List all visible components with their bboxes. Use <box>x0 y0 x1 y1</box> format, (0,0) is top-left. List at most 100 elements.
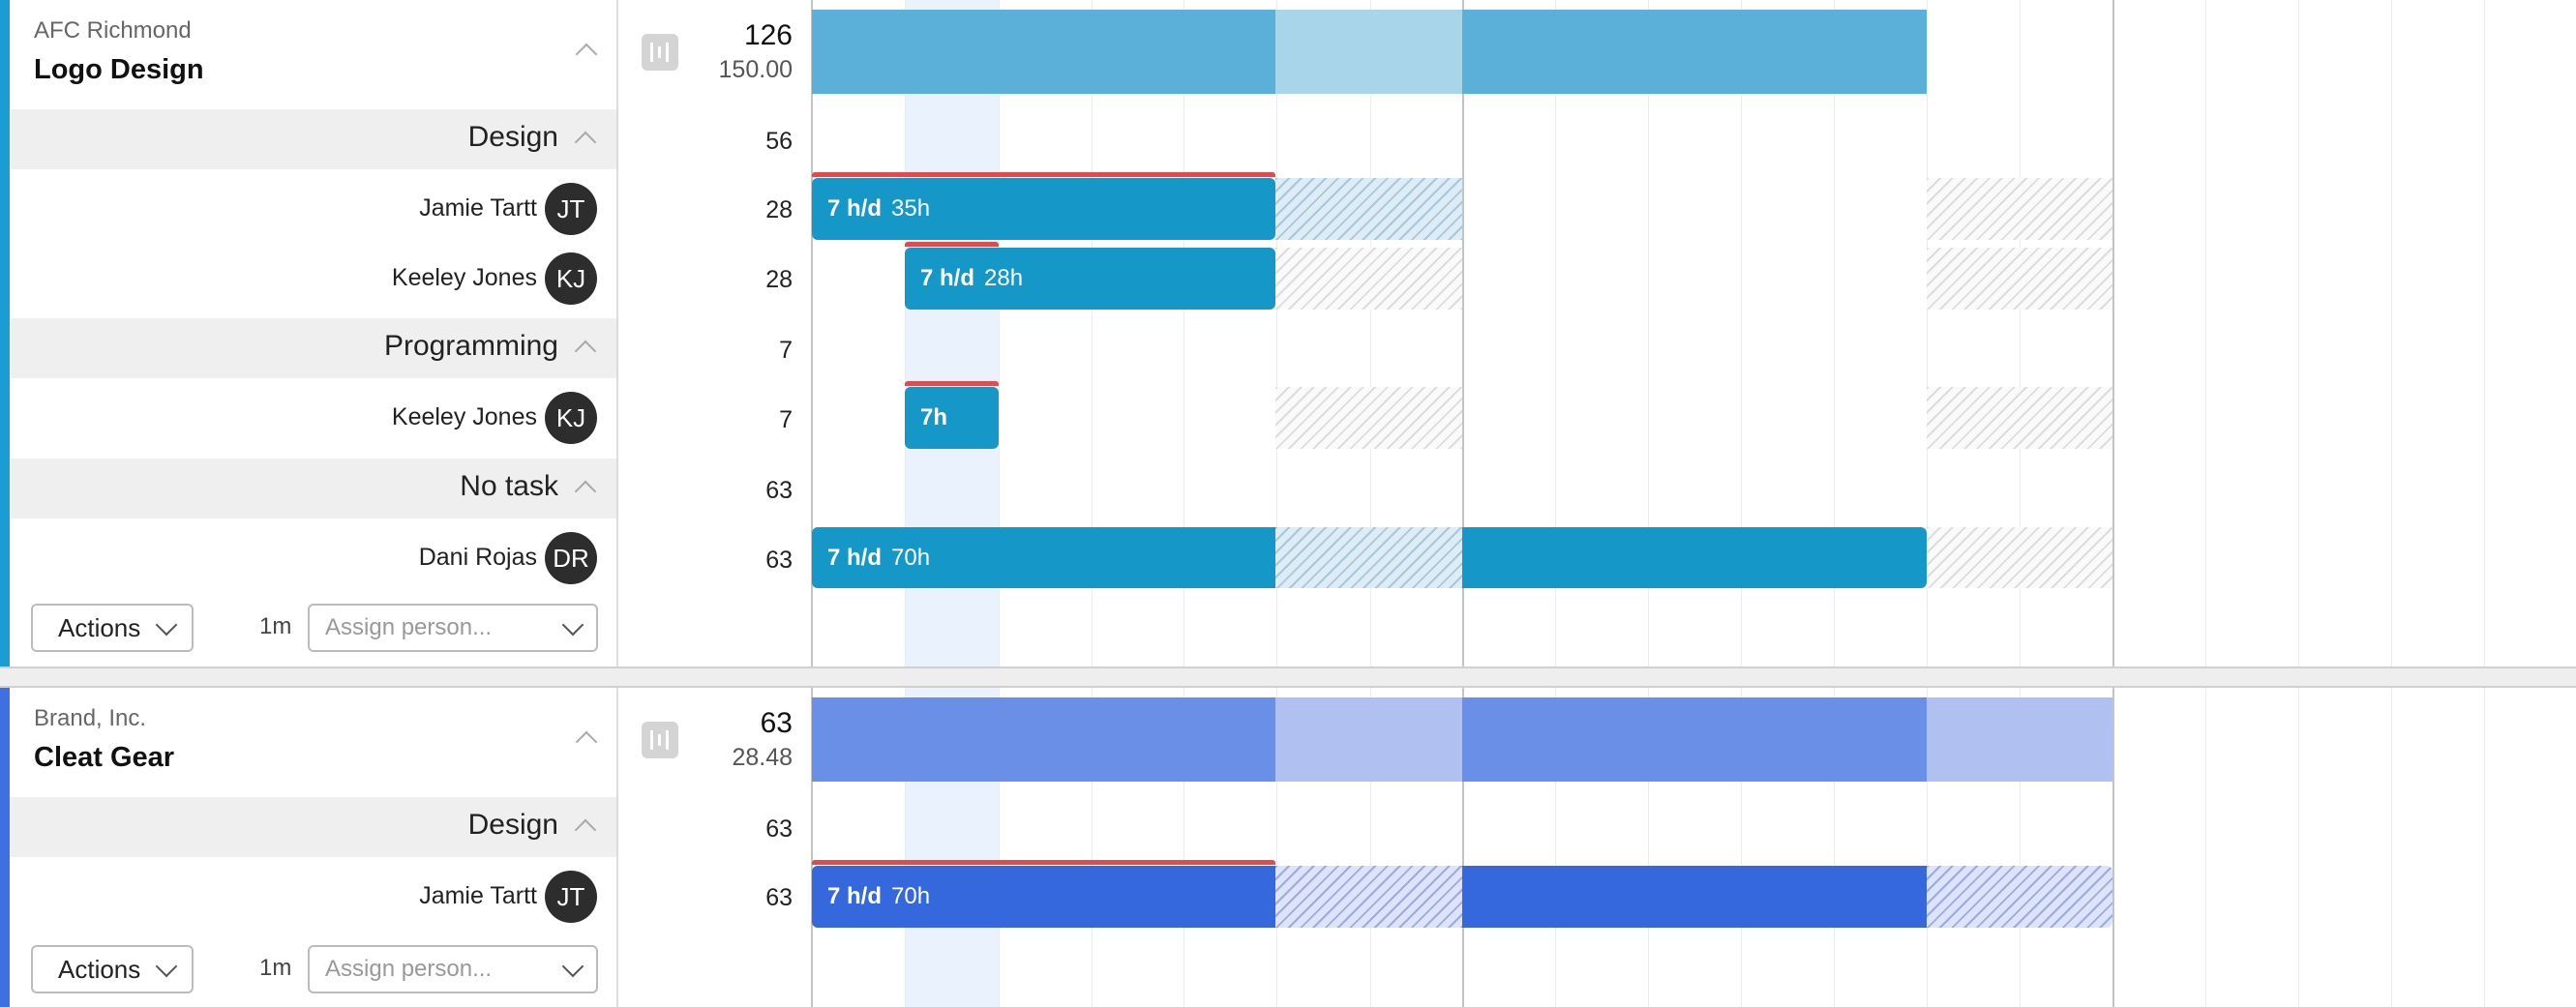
grid-line <box>1183 688 1184 1007</box>
chevron-down-icon <box>561 955 584 978</box>
grid-line <box>1741 688 1742 1007</box>
person-hours: 7 <box>779 406 793 433</box>
project-name[interactable]: Logo Design <box>34 54 204 85</box>
allocation-bar-continued[interactable] <box>1462 527 1927 588</box>
grid-line <box>1276 688 1277 1007</box>
collapse-project-chevron-icon[interactable] <box>575 730 598 754</box>
allocation-bar[interactable]: 7 h/d 35h <box>812 178 1275 240</box>
grid-line <box>905 688 906 1007</box>
grid-line <box>1555 0 1556 666</box>
grid-line <box>1927 688 1928 1007</box>
avatar: DR <box>545 532 597 584</box>
weekend-hatch <box>1275 248 1462 310</box>
grid-line <box>905 0 906 666</box>
person-name: Keeley Jones <box>391 403 537 430</box>
project-cleat-gear: Brand, Inc. Cleat Gear Design Jamie Tart… <box>0 688 2576 1007</box>
person-row-keeley-jones[interactable]: Keeley Jones KJ <box>10 245 616 312</box>
project-total-hours: 126 <box>743 19 793 51</box>
bar-total: 70h <box>891 545 931 571</box>
bar-rate: 7 h/d <box>920 265 975 291</box>
collapse-task-chevron-icon[interactable] <box>574 818 597 842</box>
task-name: Programming <box>383 330 558 362</box>
grid-line <box>1092 688 1093 1007</box>
project-summary-bar <box>1462 10 1927 94</box>
week-line <box>1462 688 1464 1007</box>
actions-button[interactable]: Actions <box>31 604 194 652</box>
avatar: JT <box>545 871 597 923</box>
allocation-bar[interactable]: 7 h/d 28h <box>905 248 1275 310</box>
person-row-dani-rojas[interactable]: Dani Rojas DR <box>10 524 616 592</box>
duration-label: 1m <box>259 613 292 639</box>
chevron-down-icon <box>155 613 178 637</box>
grid-line <box>811 688 813 1007</box>
project-summary-bar-weekend <box>1927 697 2112 782</box>
collapse-project-chevron-icon[interactable] <box>575 43 598 66</box>
allocation-bar-continued[interactable] <box>1462 866 1927 928</box>
grid-line <box>1555 688 1556 1007</box>
person-hours: 28 <box>765 266 793 293</box>
bar-rate: 7 h/d <box>827 883 883 909</box>
weekend-hatch <box>1275 387 1462 449</box>
project-sidebar: Brand, Inc. Cleat Gear Design Jamie Tart… <box>10 688 618 1007</box>
bar-rate: 7 h/d <box>827 545 883 571</box>
task-row-programming[interactable]: Programming <box>10 318 616 378</box>
actions-button[interactable]: Actions <box>31 945 194 993</box>
summary-chart-icon[interactable] <box>642 34 678 71</box>
grid-line <box>1276 0 1277 666</box>
grid-line <box>1370 0 1371 666</box>
weekend-hatch <box>1275 866 1462 928</box>
project-accent-bar <box>0 688 10 1007</box>
grid-line <box>999 688 1000 1007</box>
weekend-hatch <box>1275 178 1462 240</box>
timeline-grid: 126 150.00 56 28 28 7 7 63 63 7 h/d 35h 7… <box>618 0 2576 666</box>
actions-label: Actions <box>58 613 141 642</box>
collapse-task-chevron-icon[interactable] <box>574 340 597 363</box>
avatar: JT <box>545 183 597 235</box>
grid-line <box>1648 688 1649 1007</box>
task-row-design[interactable]: Design <box>10 797 616 857</box>
task-row-no-task[interactable]: No task <box>10 459 616 518</box>
client-name: AFC Richmond <box>34 17 192 44</box>
summary-chart-icon[interactable] <box>642 722 678 758</box>
grid-line <box>1092 0 1093 666</box>
unavailable-hatch <box>1927 178 2112 240</box>
assign-person-placeholder: Assign person... <box>325 956 493 982</box>
person-row-jamie-tartt[interactable]: Jamie Tartt JT <box>10 175 616 243</box>
grid-line <box>2020 0 2021 666</box>
project-summary-bar-weekend <box>1275 697 1462 782</box>
grid-line <box>1834 0 1835 666</box>
duration-label: 1m <box>259 955 292 981</box>
assign-person-select[interactable]: Assign person... <box>308 604 598 652</box>
grid-line <box>2391 0 2392 666</box>
grid-line <box>2298 688 2299 1007</box>
overtime-indicator <box>905 381 999 386</box>
assign-person-select[interactable]: Assign person... <box>308 945 598 993</box>
person-row-jamie-tartt[interactable]: Jamie Tartt JT <box>10 863 616 931</box>
project-name[interactable]: Cleat Gear <box>34 742 175 773</box>
collapse-task-chevron-icon[interactable] <box>574 480 597 503</box>
allocation-bar[interactable]: 7 h/d 70h <box>812 527 1275 588</box>
week-line <box>2112 0 2114 666</box>
collapse-task-chevron-icon[interactable] <box>574 131 597 154</box>
task-hours: 7 <box>779 337 793 364</box>
task-row-design[interactable]: Design <box>10 109 616 169</box>
person-name: Jamie Tartt <box>419 194 537 222</box>
grid-line <box>1648 0 1649 666</box>
person-name: Keeley Jones <box>391 264 537 291</box>
person-hours: 28 <box>765 196 793 223</box>
project-accent-bar <box>0 0 10 666</box>
person-row-keeley-jones[interactable]: Keeley Jones KJ <box>10 384 616 452</box>
grid-line <box>1834 688 1835 1007</box>
allocation-bar[interactable]: 7h <box>905 387 999 449</box>
task-hours: 63 <box>765 477 793 504</box>
allocation-bar[interactable]: 7 h/d 70h <box>812 866 1275 928</box>
grid-line <box>2298 0 2299 666</box>
grid-line <box>2484 688 2485 1007</box>
person-name: Dani Rojas <box>418 544 537 571</box>
project-summary-bar-weekend <box>1275 10 1462 94</box>
task-hours: 63 <box>765 815 793 843</box>
grid-line <box>1183 0 1184 666</box>
grid-line <box>2484 0 2485 666</box>
timeline-grid: 63 28.48 63 63 7 h/d 70h <box>618 688 2576 1007</box>
weekend-hatch <box>1275 527 1462 588</box>
